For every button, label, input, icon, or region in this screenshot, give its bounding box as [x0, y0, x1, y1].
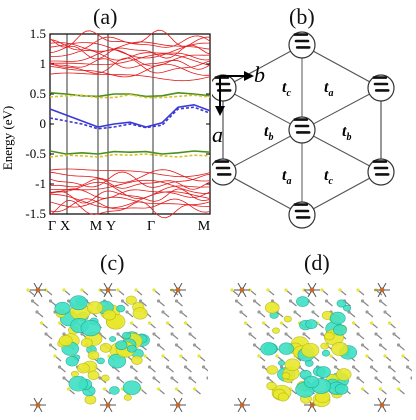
- band-line-red: [50, 53, 211, 66]
- lattice-site: [288, 31, 316, 59]
- band-structure-chart: 1.510.50-0.5-1-1.5Γ X M Y Γ M Energy (eV): [0, 26, 211, 234]
- y-tick-label: -1: [35, 176, 46, 191]
- band-line-red: [49, 42, 210, 59]
- band-line-red: [49, 171, 211, 188]
- axis-b-arrowhead: [244, 71, 254, 81]
- y-tick-label: 1: [40, 56, 47, 71]
- band-line-red: [49, 58, 211, 70]
- hop-label-ta-top: ta: [324, 79, 333, 99]
- hop-label-ta-bot: ta: [282, 167, 291, 187]
- x-tick-label: M: [198, 219, 211, 234]
- anion-group: [100, 282, 116, 298]
- hop-label-tb-right: tb: [342, 123, 351, 143]
- band-line-red: [49, 188, 211, 199]
- anion-group: [100, 397, 116, 413]
- molecule-chain: [170, 288, 208, 380]
- anion-group: [304, 282, 320, 298]
- y-axis-label: Energy (eV): [0, 106, 15, 170]
- x-tick-label: Y: [106, 219, 116, 234]
- lattice-diagram: b a tc ta tb tb ta tc: [212, 31, 395, 229]
- anion-group: [234, 397, 250, 413]
- band-line-red: [49, 57, 211, 74]
- lattice-site: [212, 74, 237, 102]
- y-tick-label: 0.5: [30, 86, 46, 101]
- molecule-chain: [356, 288, 405, 395]
- molecule-chain: [338, 288, 387, 395]
- band-series-5: [49, 153, 211, 158]
- y-tick-label: 1.5: [30, 26, 46, 41]
- anion-group: [30, 397, 46, 413]
- band-line-red: [49, 199, 211, 219]
- lattice-site: [288, 116, 316, 144]
- orbital-image-d: [230, 282, 412, 413]
- y-tick-label: -0.5: [25, 146, 46, 161]
- bond-line: [222, 87, 303, 131]
- orbital-lobes: [260, 296, 358, 408]
- band-line-red: [49, 196, 211, 208]
- x-tick-label: Γ: [48, 219, 56, 234]
- band-line-red: [49, 169, 211, 183]
- band-line-red: [49, 44, 211, 60]
- anion-group: [170, 282, 186, 298]
- bond-line: [222, 129, 303, 173]
- band-line-red: [49, 49, 211, 67]
- molecule-chain: [116, 288, 165, 395]
- molecule-chain: [374, 288, 412, 380]
- band-line-red: [49, 63, 211, 78]
- axis-b-label: b: [254, 62, 265, 87]
- band-series-1: [49, 93, 211, 99]
- y-tick-label: -1.5: [25, 206, 46, 221]
- band-line-red: [49, 35, 211, 51]
- panel-label-b: (b): [289, 4, 315, 29]
- molecule-chain: [26, 288, 75, 395]
- band-line-red: [49, 179, 211, 194]
- axis-a-label: a: [212, 122, 223, 147]
- hop-label-tc-top: tc: [282, 79, 291, 99]
- y-tick-label: 0: [40, 116, 47, 131]
- band-line-red: [49, 72, 211, 82]
- band-line-red: [49, 191, 211, 209]
- molecule-chain: [152, 288, 201, 395]
- lattice-site: [288, 201, 316, 229]
- band-line-red: [49, 178, 211, 190]
- bond-line: [301, 87, 382, 131]
- anion-group: [170, 397, 186, 413]
- band-series-4: [49, 150, 211, 155]
- lattice-site: [212, 158, 237, 186]
- anion-group: [374, 397, 390, 413]
- band-line-red: [49, 198, 211, 213]
- x-tick-label: X: [60, 219, 70, 234]
- anion-group: [30, 282, 46, 298]
- band-line-red: [49, 168, 211, 178]
- x-tick-label: M: [90, 219, 103, 234]
- panel-label-a: (a): [93, 4, 118, 29]
- band-line-red: [49, 188, 211, 204]
- anion-group: [234, 282, 250, 298]
- band-line-red: [49, 181, 211, 200]
- band-series-2: [49, 103, 211, 128]
- panel-label-c: (c): [100, 250, 125, 275]
- orbital-image-c: [26, 282, 208, 413]
- lattice-site: [367, 158, 395, 186]
- bond-line: [301, 129, 382, 173]
- band-line-red: [49, 29, 211, 48]
- panel-label-d: (d): [304, 250, 330, 275]
- band-line-red: [50, 49, 211, 61]
- hop-label-tb-left: tb: [264, 123, 273, 143]
- anion-group: [374, 282, 390, 298]
- axis-a-arrowhead: [215, 106, 225, 116]
- band-series-3: [49, 106, 211, 130]
- orbital-lobes: [54, 295, 150, 405]
- x-tick-label: Γ: [147, 219, 155, 234]
- hop-label-tc-bot: tc: [324, 167, 333, 187]
- lattice-site: [367, 74, 395, 102]
